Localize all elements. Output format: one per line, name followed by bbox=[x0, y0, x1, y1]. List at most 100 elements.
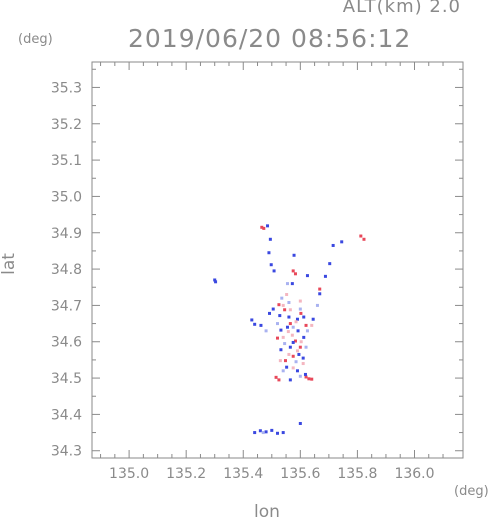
y-tick-label: 34.8 bbox=[51, 262, 82, 278]
data-point-weak-positive bbox=[281, 335, 285, 339]
plot-frame bbox=[91, 61, 464, 459]
data-point-negative bbox=[250, 318, 254, 322]
data-point-negative bbox=[295, 317, 299, 321]
data-point-weak-negative bbox=[294, 360, 298, 364]
data-point-negative bbox=[278, 314, 282, 318]
data-point-positive bbox=[291, 354, 295, 358]
data-point-positive bbox=[293, 339, 297, 343]
data-point-positive bbox=[307, 377, 311, 381]
data-point-negative bbox=[288, 378, 292, 382]
y-tick-label: 34.6 bbox=[51, 335, 82, 351]
data-point-positive bbox=[293, 272, 297, 276]
data-point-weak-negative bbox=[283, 342, 287, 346]
x-tick-label: 135.8 bbox=[337, 466, 377, 482]
data-point-positive bbox=[318, 287, 322, 291]
data-point-negative bbox=[285, 365, 289, 369]
data-point-negative bbox=[302, 335, 306, 339]
axis-ticks bbox=[92, 62, 463, 458]
y-tick-label: 35.2 bbox=[51, 117, 82, 133]
data-point-negative bbox=[279, 328, 283, 332]
data-point-negative bbox=[287, 315, 291, 319]
data-point-weak-negative bbox=[287, 301, 291, 305]
data-point-negative bbox=[291, 340, 295, 344]
data-point-negative bbox=[340, 240, 344, 244]
y-unit-label: (deg) bbox=[18, 32, 53, 47]
data-point-negative bbox=[305, 274, 309, 278]
y-tick-label: 35.0 bbox=[51, 189, 82, 205]
data-point-positive bbox=[298, 345, 302, 349]
x-tick-label: 135.4 bbox=[223, 466, 263, 482]
data-point-weak-positive bbox=[287, 352, 291, 356]
data-point-weak-positive bbox=[281, 303, 285, 307]
data-point-negative bbox=[213, 278, 217, 282]
data-point-negative bbox=[270, 428, 274, 432]
y-tick-label: 35.3 bbox=[51, 80, 82, 96]
y-tick-label: 35.1 bbox=[51, 153, 82, 169]
y-tick-label: 34.5 bbox=[51, 371, 82, 387]
data-point-negative bbox=[331, 243, 335, 247]
data-point-negative bbox=[253, 322, 257, 326]
data-point-weak-positive bbox=[310, 323, 314, 327]
data-point-negative bbox=[259, 323, 263, 327]
data-point-positive bbox=[310, 377, 314, 381]
data-point-weak-positive bbox=[291, 366, 295, 370]
data-point-positive bbox=[277, 303, 281, 307]
x-axis-label: lon bbox=[254, 502, 280, 522]
data-point-weak-negative bbox=[281, 369, 285, 373]
data-point-negative bbox=[285, 325, 289, 329]
data-point-negative bbox=[276, 431, 279, 435]
data-point-positive bbox=[304, 323, 308, 327]
data-point-weak-negative bbox=[305, 329, 309, 333]
data-point-negative bbox=[279, 348, 283, 352]
data-point-weak-positive bbox=[288, 308, 292, 312]
data-point-negative bbox=[272, 269, 276, 273]
data-point-positive bbox=[283, 308, 287, 312]
x-tick-label: 135.0 bbox=[109, 466, 149, 482]
data-point-negative bbox=[281, 431, 285, 435]
data-point-weak-positive bbox=[299, 340, 303, 344]
data-point-negative bbox=[253, 431, 257, 435]
data-point-negative bbox=[328, 262, 332, 266]
data-point-negative bbox=[301, 356, 305, 360]
x-tick-label: 135.6 bbox=[280, 466, 320, 482]
data-point-positive bbox=[362, 237, 366, 241]
x-tick-label: 135.2 bbox=[166, 466, 206, 482]
x-tick-label: 136.0 bbox=[394, 466, 434, 482]
data-point-negative bbox=[267, 251, 271, 255]
data-point-negative bbox=[323, 274, 327, 278]
data-point-weak-negative bbox=[304, 345, 308, 349]
data-point-negative bbox=[269, 263, 273, 267]
data-point-negative bbox=[292, 253, 296, 257]
y-tick-label: 34.9 bbox=[51, 226, 82, 242]
data-point-positive bbox=[276, 336, 279, 340]
data-point-weak-negative bbox=[285, 282, 289, 286]
x-unit-label: (deg) bbox=[454, 484, 489, 499]
y-tick-label: 34.4 bbox=[51, 407, 82, 423]
data-point-positive bbox=[260, 225, 264, 229]
data-point-weak-positive bbox=[301, 362, 305, 366]
data-point-negative bbox=[295, 369, 299, 373]
axis-tick-labels: 135.0 135.2 135.4 135.6 135.8 136.0 34.3 34.4 34… bbox=[51, 80, 435, 482]
data-point-negative bbox=[290, 282, 294, 286]
data-point-negative bbox=[311, 317, 315, 321]
data-point-negative bbox=[318, 292, 322, 296]
data-point-positive bbox=[291, 269, 295, 273]
data-point-weak-positive bbox=[298, 299, 302, 303]
data-point-negative bbox=[303, 372, 307, 376]
data-point-positive bbox=[283, 359, 287, 363]
data-point-weak-negative bbox=[264, 329, 268, 333]
data-point-weak-positive bbox=[290, 333, 294, 337]
data-point-negative bbox=[266, 224, 270, 228]
data-point-weak-positive bbox=[278, 359, 282, 363]
data-point-positive bbox=[262, 226, 266, 230]
data-point-weak-positive bbox=[286, 330, 290, 334]
data-point-negative bbox=[258, 429, 262, 433]
altitude-label: ALT(km) 2.0 bbox=[342, 0, 461, 17]
data-point-negative bbox=[271, 307, 275, 311]
data-marks bbox=[213, 224, 366, 435]
data-point-negative bbox=[302, 315, 306, 319]
data-point-negative bbox=[264, 430, 268, 434]
data-point-weak-negative bbox=[276, 322, 279, 326]
data-point-weak-negative bbox=[280, 296, 284, 300]
timestamp-title: 2019/06/20 08:56:12 bbox=[128, 24, 412, 53]
